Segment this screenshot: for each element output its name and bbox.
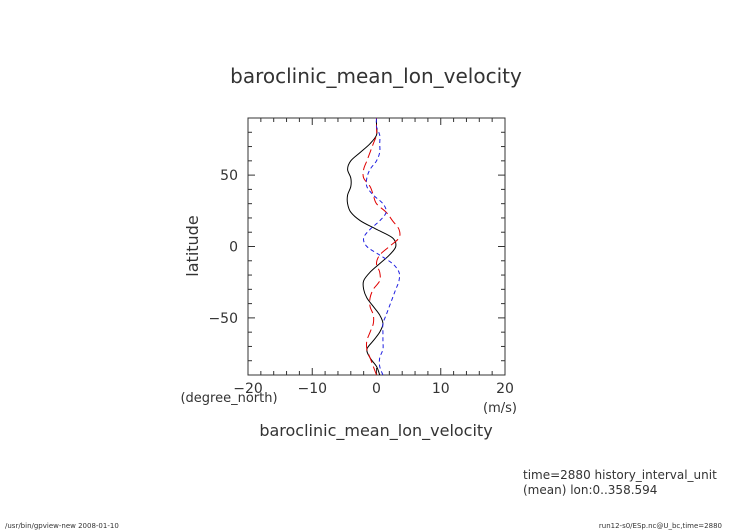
x-tick-label: −20 <box>233 381 263 397</box>
footer-left: /usr/bin/gpview-new 2008-01-10 <box>5 522 119 530</box>
footer-right: run12-s0/ESp.nc@U_bc,time=2880 <box>599 522 722 530</box>
y-tick-label: −50 <box>208 311 238 327</box>
y-axis-unit: (degree_north) <box>180 391 277 406</box>
series-line-1 <box>362 118 401 376</box>
series-line-2 <box>363 117 401 376</box>
y-tick-label: 50 <box>220 168 238 184</box>
x-tick-label: 0 <box>372 381 381 397</box>
y-axis-ticks: −50 0 50 <box>208 131 505 362</box>
x-tick-label: 20 <box>496 381 514 397</box>
x-axis-label: baroclinic_mean_lon_velocity <box>259 421 492 441</box>
plot-area: −20 −10 0 10 20 −50 0 50 <box>208 117 514 397</box>
y-tick-label: 0 <box>229 240 238 256</box>
x-tick-label: 10 <box>432 381 450 397</box>
chart-title: baroclinic_mean_lon_velocity <box>230 64 522 88</box>
series-line-0 <box>346 118 397 376</box>
mean-info: (mean) lon:0..358.594 <box>523 483 657 497</box>
x-tick-label: −10 <box>297 381 327 397</box>
x-axis-unit: (m/s) <box>483 401 517 416</box>
y-axis-label: latitude <box>183 215 202 276</box>
series-lines <box>346 117 401 376</box>
time-info: time=2880 history_interval_unit <box>523 468 717 482</box>
x-axis-ticks: −20 −10 0 10 20 <box>233 118 514 397</box>
